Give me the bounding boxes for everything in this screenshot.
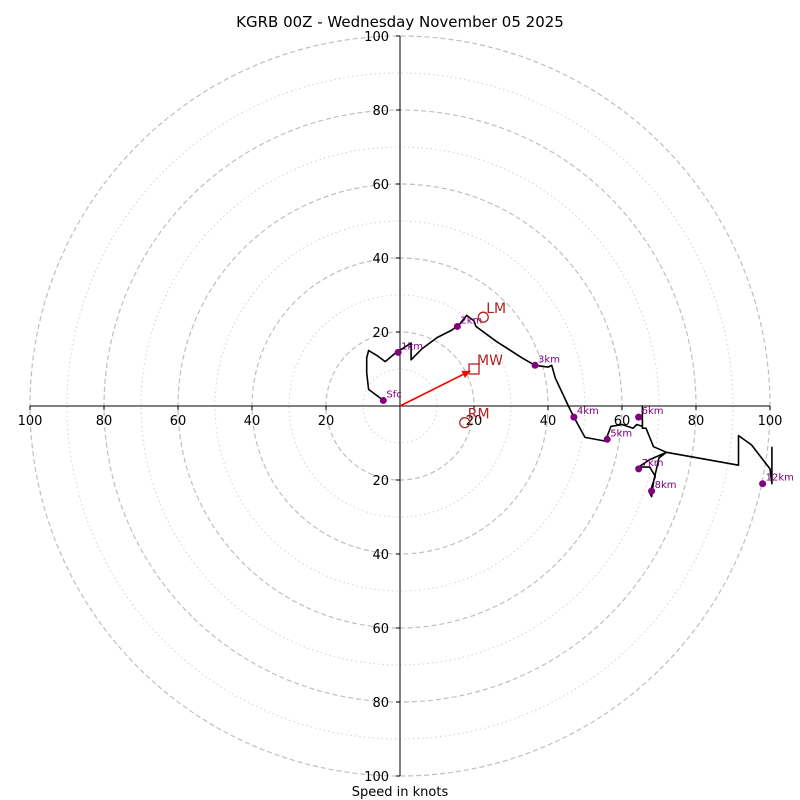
y-tick-label: 40 bbox=[372, 548, 389, 563]
x-tick-label: 60 bbox=[170, 414, 187, 429]
y-tick-label: 100 bbox=[364, 770, 389, 785]
height-marker-dot bbox=[394, 348, 402, 356]
height-marker-dot bbox=[453, 322, 461, 330]
y-tick-label: 100 bbox=[364, 30, 389, 45]
height-marker-dot bbox=[759, 480, 767, 488]
x-axis-label: Speed in knots bbox=[352, 785, 449, 800]
height-marker-dot bbox=[635, 465, 643, 473]
height-marker-dot bbox=[648, 487, 656, 495]
mean-wind-arrow-head bbox=[461, 370, 471, 379]
storm-motion-circle bbox=[477, 311, 489, 323]
x-tick-label: 40 bbox=[540, 414, 557, 429]
x-tick-label: 100 bbox=[758, 414, 783, 429]
height-marker-dot bbox=[570, 413, 578, 421]
y-tick-label: 20 bbox=[372, 326, 389, 341]
y-tick-label: 80 bbox=[372, 104, 389, 119]
height-marker-dot bbox=[379, 396, 387, 404]
height-marker-dot bbox=[603, 435, 611, 443]
storm-motion-circle bbox=[459, 416, 471, 429]
mean-wind-arrow-shaft bbox=[399, 370, 471, 407]
height-marker-dot bbox=[635, 413, 643, 421]
height-marker-label: 1km bbox=[401, 341, 423, 352]
storm-motion-markers: LM MW RM bbox=[459, 301, 506, 429]
chart-title: KGRB 00Z - Wednesday November 05 2025 bbox=[236, 13, 564, 31]
y-tick-label: 60 bbox=[372, 178, 389, 193]
height-marker-label: 2km bbox=[460, 315, 482, 326]
mean-wind-vector bbox=[399, 370, 471, 407]
height-marker-label: 8km bbox=[655, 480, 677, 491]
height-marker-label: 6km bbox=[642, 406, 664, 417]
height-marker-label: 7km bbox=[642, 458, 664, 469]
x-tick-label: 80 bbox=[96, 414, 113, 429]
height-marker-label: Sfc bbox=[386, 389, 401, 400]
height-marker-label: 4km bbox=[577, 406, 599, 417]
x-tick-label: 100 bbox=[18, 414, 43, 429]
height-markers: Sfc 1km 2km 3km 4km 5km 6km 7km 8km 12km bbox=[379, 315, 794, 495]
height-marker-label: 5km bbox=[610, 428, 632, 439]
height-marker-label: 3km bbox=[538, 354, 560, 365]
height-marker-dot bbox=[531, 361, 539, 369]
x-tick-label: 20 bbox=[318, 414, 335, 429]
y-tick-label: 20 bbox=[372, 474, 389, 489]
x-tick-label: 80 bbox=[688, 414, 705, 429]
x-tick-label: 20 bbox=[466, 414, 483, 429]
storm-motion-square bbox=[468, 363, 480, 375]
x-tick-label: 40 bbox=[244, 414, 261, 429]
storm-motion-label: MW bbox=[477, 353, 503, 369]
height-marker-label: 12km bbox=[766, 473, 794, 484]
tick-labels: 100 80 60 40 20 20 40 60 80 100100806040202040608… bbox=[18, 30, 783, 785]
storm-motion-label: LM bbox=[486, 301, 506, 317]
y-tick-label: 40 bbox=[372, 252, 389, 267]
storm-motion-label: RM bbox=[468, 407, 490, 423]
y-tick-label: 80 bbox=[372, 696, 389, 711]
y-tick-label: 60 bbox=[372, 622, 389, 637]
